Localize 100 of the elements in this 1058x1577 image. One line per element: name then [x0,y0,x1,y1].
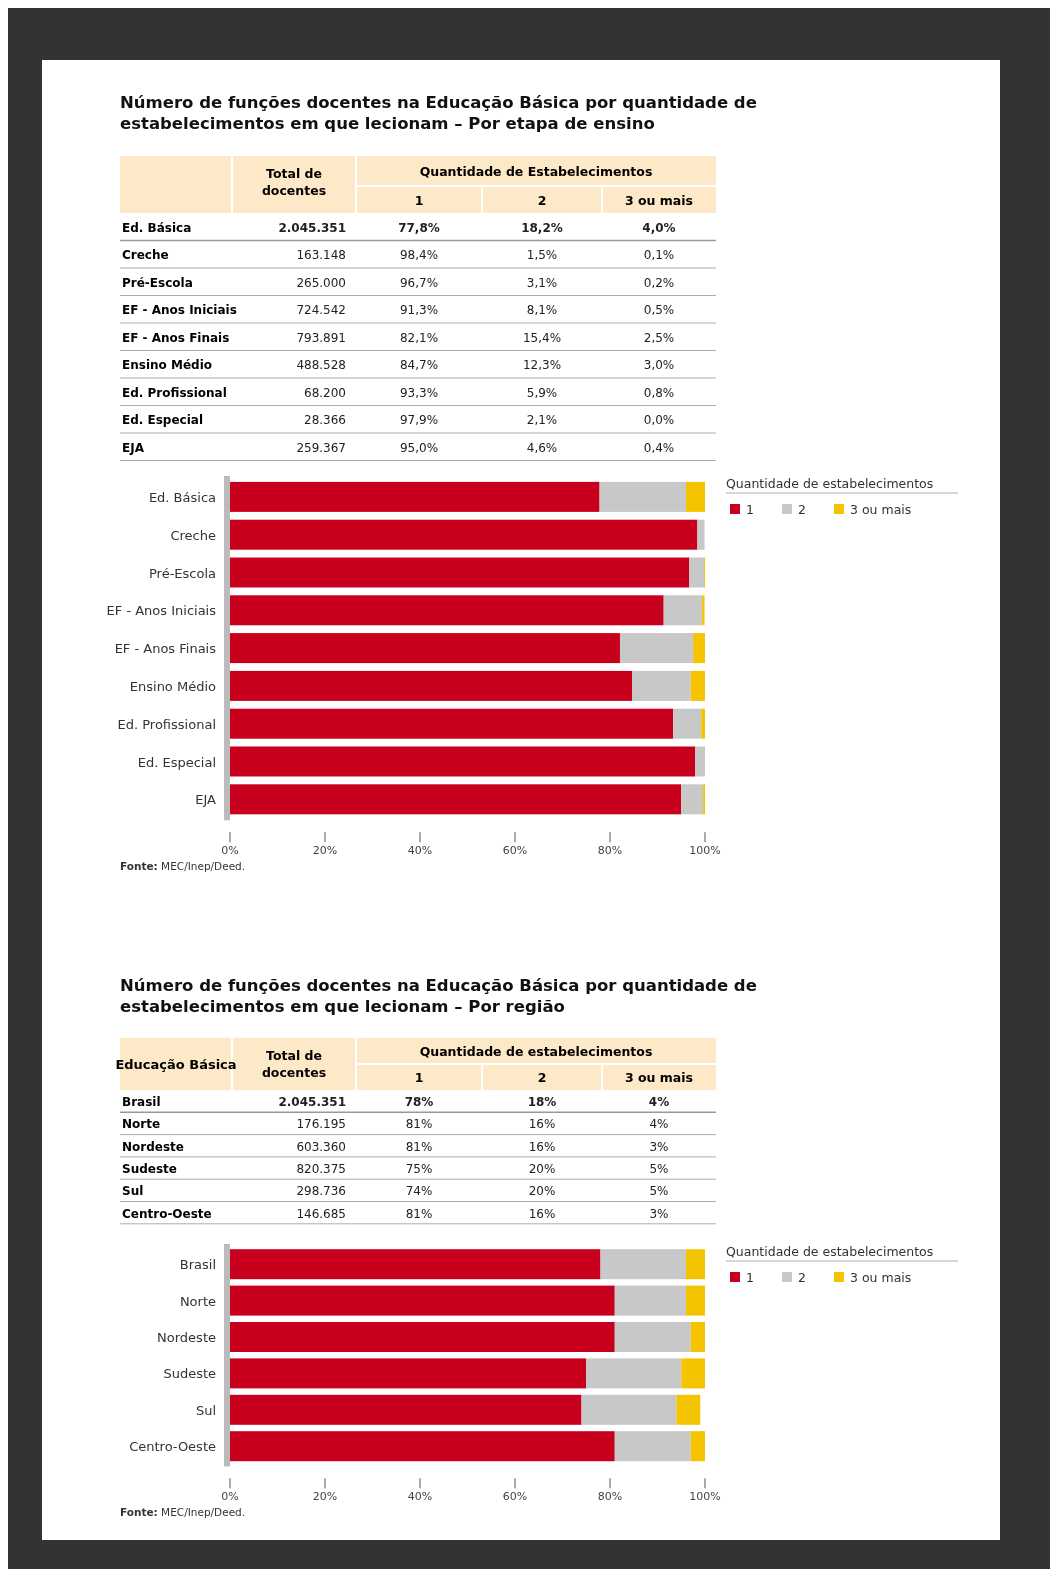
data-label: 259.367 [296,440,346,455]
x-tick-label: 40% [407,1490,433,1504]
x-tick-label: 0% [221,844,239,858]
x-tick-label: 0% [221,1490,239,1504]
bar [693,633,705,664]
data-label: 5% [649,1184,669,1199]
bar [686,1249,705,1280]
text: 3 ou mais [624,192,694,208]
data-label: 0,2% [643,275,675,290]
source-note: Fonte: MEC/Inep/Deed. [120,860,246,873]
data-label: 18% [527,1095,557,1110]
data-label: 5% [649,1162,669,1177]
data-label: 3,0% [643,358,675,373]
text: 1 [414,192,424,208]
bar [686,1285,705,1316]
bar [230,595,664,626]
x-tick-label: 20% [312,1490,338,1504]
data-label: 28.366 [304,413,346,428]
bar [230,1249,601,1280]
data-label: 3,1% [526,275,558,290]
y-tick-label: Centro-Oeste [129,1439,216,1455]
bar [230,784,682,815]
legend-label: 3 ou mais [850,502,912,517]
data-label: 68.200 [304,385,346,400]
data-label: 97,9% [399,413,439,428]
data-label: 4% [648,1095,670,1110]
data-label: 488.528 [296,358,346,373]
text: 3 ou mais [624,1070,694,1085]
y-tick-label: Ed. Profissional [117,716,216,732]
data-label: 16% [528,1139,556,1154]
data-label: 16% [528,1117,556,1132]
y-tick-label: Sudeste [163,1366,216,1382]
data-label: 793.891 [296,330,346,345]
legend-label: 2 [798,502,806,517]
bar [695,746,705,777]
bar [230,481,600,512]
data-label: 0,0% [643,413,675,428]
bar [230,1431,615,1462]
y-tick-label: Ensino Médio [129,678,217,694]
bar [673,708,702,739]
x-tick-label: 40% [407,844,433,858]
bar [230,746,696,777]
bar [581,1394,677,1425]
text: Quantidade de estabelecimentos [419,1044,653,1059]
legend-label: 1 [746,1270,754,1285]
data-label: 77,8% [398,220,440,235]
bar [614,1322,691,1352]
text: Total de docentes [261,166,327,198]
data-label: 98,4% [399,248,439,263]
data-label: 16% [528,1206,556,1221]
data-label: 0,1% [643,248,675,263]
y-tick-label: Ed. Especial [137,754,216,770]
data-label: 4% [649,1117,669,1132]
data-label: 2.045.351 [278,1095,346,1110]
y-tick-label: Norte [179,1293,216,1309]
x-tick-label: 20% [312,844,338,858]
legend-label: 3 ou mais [850,1270,912,1285]
y-tick-label: EF - Anos Finais [114,641,217,657]
text: Educação Básica [115,1057,237,1072]
bar [230,519,698,550]
bar [614,1431,691,1462]
data-label: 81% [405,1139,433,1154]
data-label: 2,1% [526,413,558,428]
data-label: 78% [404,1095,434,1110]
bar [676,1394,701,1425]
data-label: 820.375 [296,1162,346,1177]
y-tick-label: EJA [195,792,217,808]
data-label: 724.542 [296,303,346,318]
x-tick-label: 80% [597,844,623,858]
y-tick-label: Brasil [179,1257,216,1273]
data-label: 91,3% [399,303,439,318]
bar [230,1358,587,1389]
data-label: 15,4% [522,330,562,345]
text: 2 [537,192,547,208]
data-label: 84,7% [399,358,439,373]
legend-title: Quantidade de estabelecimentos [726,1244,934,1259]
data-label: 8,1% [526,303,558,318]
legend-label: 1 [746,502,754,517]
bar [230,1285,615,1316]
y-tick-label: Sul [195,1402,216,1418]
data-label: 265.000 [296,275,346,290]
data-label: 95,0% [399,440,439,455]
bar [663,595,703,626]
bar [230,557,690,588]
x-tick-label: 80% [597,1490,623,1504]
source-note: Fonte: MEC/Inep/Deed. [120,1506,246,1519]
data-label: 82,1% [399,330,439,345]
data-label: 5,9% [526,385,558,400]
x-tick-label: 100% [689,844,721,858]
bar [586,1358,682,1389]
data-label: 20% [528,1162,556,1177]
data-label: 163.148 [296,248,346,263]
text: 2 [537,1070,547,1085]
y-tick-label: Nordeste [157,1330,216,1345]
data-label: 12,3% [522,358,562,373]
data-label: 603.360 [296,1139,346,1154]
text: Número de funções docentes na Educação Básica por quantidade de estabelecimentos em que lecionam – Por região [120,976,757,1016]
x-tick-label: 60% [502,844,528,858]
text: Número de funções docentes na Educação Básica por quantidade de estabelecimentos em que lecionam – Por etapa de ensino [120,93,757,133]
data-label: 93,3% [399,385,439,400]
